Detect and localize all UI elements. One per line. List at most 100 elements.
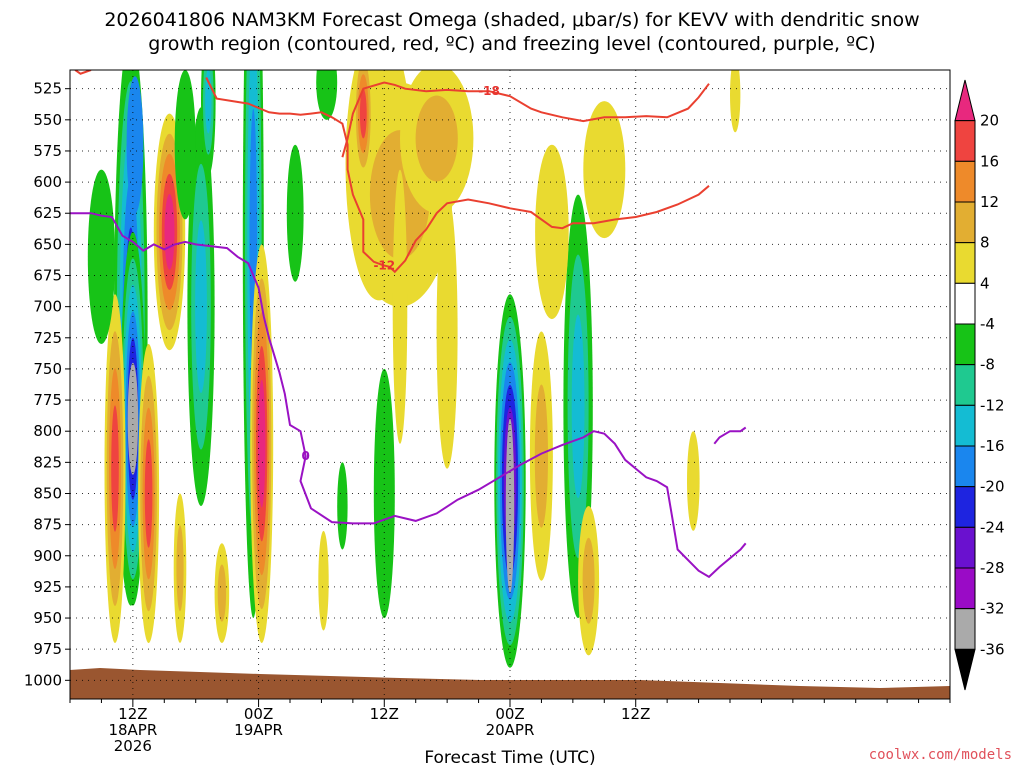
omega-cell (535, 144, 569, 320)
y-tick-label: 900 (33, 547, 62, 565)
freezing-level-contour (713, 426, 747, 445)
colorbar-segment (954, 120, 976, 162)
dendritic-contour (341, 81, 710, 158)
colorbar-segment (954, 608, 976, 650)
colorbar-arrow-bottom (954, 648, 976, 691)
colorbar-label: -36 (980, 640, 1005, 658)
x-tick-label: 20APR (486, 721, 535, 739)
colorbar-label: 4 (980, 274, 990, 292)
omega-cell (534, 384, 549, 528)
colorbar-segment (954, 364, 976, 406)
terrain-ground (70, 668, 950, 699)
colorbar-label: -24 (980, 518, 1005, 536)
omega-cell (359, 88, 367, 139)
omega-cell (436, 194, 458, 469)
x-tick-label: 12Z (118, 705, 147, 723)
chart-title-line2: growth region (contoured, red, ºC) and f… (148, 33, 875, 55)
colorbar-label: -16 (980, 437, 1005, 455)
omega-cell (687, 431, 700, 531)
colorbar-segment (954, 242, 976, 284)
y-tick-label: 825 (33, 453, 62, 471)
omega-cell (337, 462, 348, 550)
chart-title-line1: 2026041806 NAM3KM Forecast Omega (shaded… (104, 9, 919, 31)
y-tick-label: 875 (33, 516, 62, 534)
x-tick-label: 12Z (370, 705, 399, 723)
colorbar-label: -28 (980, 559, 1005, 577)
y-axis: 525 550 575 600 625 650 675 700 725 750 775 800 825 8… (24, 80, 70, 689)
colorbar-segment (954, 201, 976, 244)
colorbar: 20 16 12 8 4 -4 -8 -12 -16 -20 -24 -28 -32 -36 (954, 79, 1005, 691)
colorbar-segment (954, 526, 976, 569)
contour-label: -12 (373, 259, 395, 273)
x-tick-label: 19APR (234, 721, 283, 739)
y-tick-label: 950 (33, 609, 62, 627)
omega-cell (415, 95, 458, 182)
dendritic-contour (74, 70, 92, 75)
y-tick-label: 925 (33, 578, 62, 596)
colorbar-label: -12 (980, 396, 1005, 414)
omega-cell (286, 144, 304, 282)
omega-shading (87, 70, 741, 668)
y-tick-label: 750 (33, 360, 62, 378)
credit-link[interactable]: coolwx.com/models (869, 747, 1012, 763)
colorbar-segment (954, 160, 976, 203)
colorbar-segment (954, 445, 976, 488)
y-tick-label: 650 (33, 235, 62, 253)
colorbar-arrow-top (954, 79, 976, 122)
omega-cell (164, 194, 175, 270)
y-tick-label: 725 (33, 329, 62, 347)
y-tick-label: 550 (33, 111, 62, 129)
colorbar-label: -32 (980, 600, 1005, 618)
colorbar-label: 16 (980, 152, 999, 170)
contour-label: 0 (302, 449, 310, 463)
y-tick-label: 600 (33, 173, 62, 191)
colorbar-label: 20 (980, 112, 999, 130)
colorbar-segment (954, 282, 976, 325)
omega-cell (111, 405, 119, 532)
colorbar-label: 12 (980, 193, 999, 211)
omega-cell (730, 70, 741, 133)
colorbar-segment (954, 486, 976, 528)
x-axis-title: Forecast Time (UTC) (424, 748, 595, 768)
omega-cell (583, 101, 626, 239)
y-tick-label: 675 (33, 267, 62, 285)
x-tick-label: 18APR (108, 721, 157, 739)
omega-cell (195, 220, 207, 394)
omega-cell (582, 537, 595, 624)
colorbar-label: -20 (980, 478, 1005, 496)
y-tick-label: 700 (33, 298, 62, 316)
y-tick-label: 1000 (24, 671, 62, 689)
x-tick-label: 12Z (621, 705, 650, 723)
omega-cell (318, 530, 329, 631)
freezing-level-contour (70, 212, 747, 579)
omega-cell (217, 564, 227, 622)
omega-cell (571, 314, 585, 499)
y-tick-label: 775 (33, 391, 62, 409)
y-tick-label: 800 (33, 422, 62, 440)
plot-area: -12 -18 0 (70, 70, 950, 699)
y-tick-label: 525 (33, 80, 62, 98)
x-tick-label: 00Z (244, 705, 273, 723)
omega-cell (258, 379, 266, 508)
dendritic-contour (205, 77, 710, 274)
colorbar-segment (954, 404, 976, 447)
y-tick-label: 850 (33, 484, 62, 502)
omega-cell (174, 70, 196, 220)
omega-cell (126, 76, 144, 214)
omega-cell (373, 368, 395, 619)
omega-cell (87, 169, 115, 344)
x-tick-label: 2026 (114, 737, 152, 755)
contour-label: -18 (478, 84, 500, 98)
omega-cell (176, 525, 184, 612)
y-tick-label: 625 (33, 204, 62, 222)
contour-lines: -12 -18 0 (70, 70, 747, 579)
colorbar-segment (954, 323, 976, 366)
colorbar-label: -4 (980, 315, 995, 333)
x-tick-label: 00Z (495, 705, 524, 723)
colorbar-label: -8 (980, 356, 995, 374)
y-tick-label: 975 (33, 640, 62, 658)
colorbar-label: 8 (980, 234, 990, 252)
colorbar-segment (954, 567, 976, 610)
